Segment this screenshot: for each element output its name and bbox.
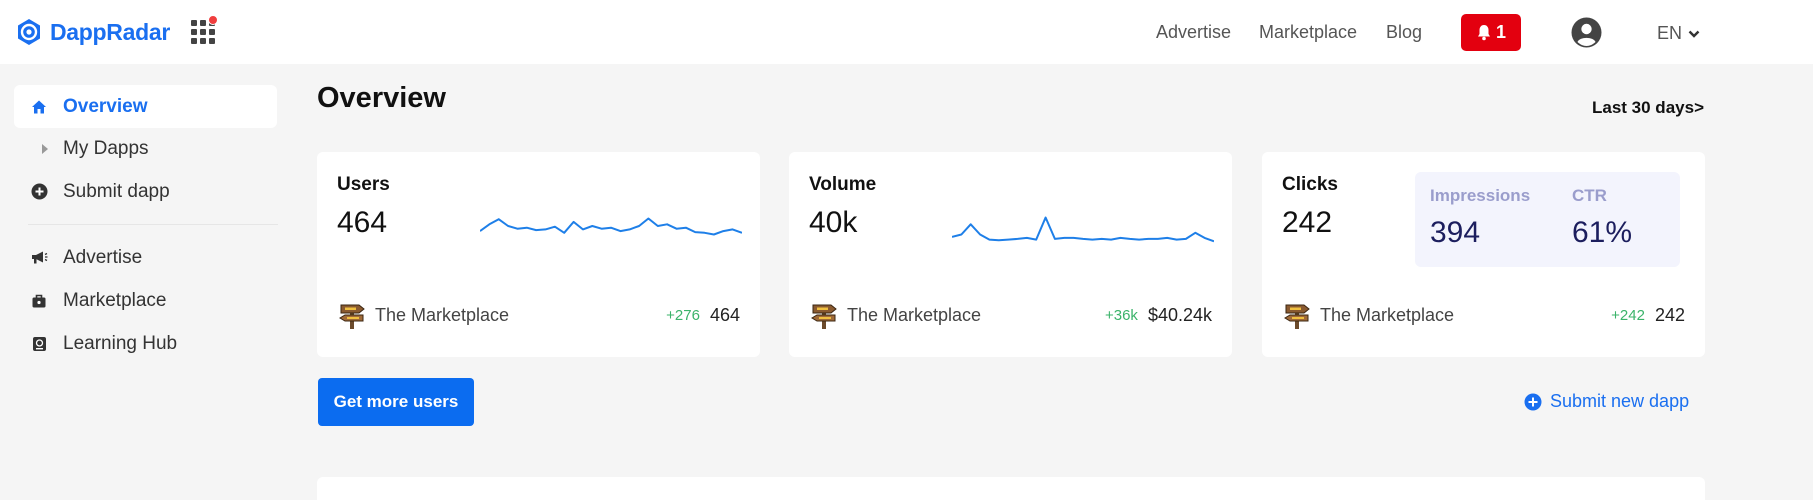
notifications-button[interactable]: 1 <box>1461 14 1521 51</box>
dapp-name: The Marketplace <box>847 304 982 325</box>
notification-count: 1 <box>1495 22 1506 42</box>
ctr-value: 61% <box>1572 216 1633 249</box>
card-footer[interactable]: The Marketplace +242 242 <box>1282 297 1685 333</box>
chevron-right-icon: > <box>1694 98 1704 117</box>
book-icon <box>30 335 48 353</box>
page-title: Overview <box>317 82 446 114</box>
sidebar-item-label: Advertise <box>63 246 143 268</box>
bell-icon <box>1477 25 1490 41</box>
nav-advertise[interactable]: Advertise <box>1156 22 1232 42</box>
chevron-down-icon <box>1688 30 1700 38</box>
sidebar-item-advertise[interactable]: Advertise <box>14 236 277 279</box>
volume-card: Volume 40k The Marketplace +36k $40.24k <box>789 152 1232 357</box>
users-card: Users 464 The Marketplace +276 464 <box>317 152 760 357</box>
impressions-label: Impressions <box>1430 186 1531 205</box>
submit-new-dapp-label: Submit new dapp <box>1550 391 1690 411</box>
plus-circle-icon <box>1524 393 1542 410</box>
users-sparkline <box>480 217 742 236</box>
apps-notification-dot <box>208 15 218 25</box>
footer-value: 242 <box>1654 304 1685 325</box>
sidebar-item-overview[interactable]: Overview <box>14 85 277 128</box>
card-value: 242 <box>1282 206 1333 239</box>
card-value: 464 <box>337 206 388 239</box>
sidebar-item-label: My Dapps <box>63 137 149 159</box>
nav-marketplace[interactable]: Marketplace <box>1259 22 1358 42</box>
card-label: Clicks <box>1282 174 1338 195</box>
caret-right-icon <box>36 140 54 158</box>
sidebar-item-label: Marketplace <box>63 289 167 311</box>
clicks-card: Clicks 242 Impressions 394 CTR 61% The M… <box>1262 152 1705 357</box>
sidebar-item-submit-dapp[interactable]: Submit dapp <box>14 170 277 213</box>
top-header: DappRadar Advertise Marketplace Blog 1 E… <box>0 0 1813 64</box>
dapp-name: The Marketplace <box>375 304 510 325</box>
card-footer[interactable]: The Marketplace +276 464 <box>337 297 740 333</box>
card-label: Volume <box>809 174 877 195</box>
sidebar-item-label: Overview <box>63 95 148 117</box>
nav-blog[interactable]: Blog <box>1386 22 1423 42</box>
home-icon <box>30 98 48 116</box>
footer-value: 464 <box>709 304 740 325</box>
language-label: EN <box>1657 23 1683 43</box>
marketplace-signpost-icon <box>339 304 365 329</box>
plus-circle-icon <box>30 183 48 201</box>
sidebar-divider <box>28 224 278 225</box>
sidebar-item-label: Submit dapp <box>63 180 170 202</box>
sidebar-item-learning-hub[interactable]: Learning Hub <box>14 322 277 365</box>
ctr-label: CTR <box>1572 186 1607 205</box>
briefcase-icon <box>30 292 48 310</box>
sidebar-item-label: Learning Hub <box>63 332 178 354</box>
card-label: Users <box>337 174 390 195</box>
marketplace-signpost-icon <box>811 304 837 329</box>
megaphone-icon <box>30 249 48 267</box>
card-footer[interactable]: The Marketplace +36k $40.24k <box>809 297 1212 333</box>
volume-sparkline <box>952 216 1214 243</box>
language-selector[interactable]: EN <box>1657 23 1700 44</box>
footer-value: $40.24k <box>1147 304 1212 325</box>
radar-logo-icon <box>18 19 40 45</box>
submit-new-dapp-link[interactable]: Submit new dapp <box>1524 391 1689 412</box>
impressions-value: 394 <box>1430 216 1481 249</box>
impressions-panel: Impressions 394 CTR 61% <box>1415 172 1680 267</box>
sidebar-item-marketplace[interactable]: Marketplace <box>14 279 277 322</box>
dapp-name: The Marketplace <box>1320 304 1455 325</box>
sidebar-item-my-dapps[interactable]: My Dapps <box>14 127 277 170</box>
card-value: 40k <box>809 206 858 239</box>
dapps-table-card <box>317 477 1705 500</box>
delta-value: +276 <box>666 306 700 324</box>
delta-value: +242 <box>1611 306 1645 324</box>
dappradar-logo[interactable]: DappRadar <box>14 17 170 47</box>
marketplace-signpost-icon <box>1284 304 1310 329</box>
date-range-label: Last 30 days <box>1592 98 1695 117</box>
logo-text: DappRadar <box>50 18 170 45</box>
user-avatar-icon[interactable] <box>1571 17 1602 48</box>
delta-value: +36k <box>1104 306 1138 324</box>
date-range-selector[interactable]: Last 30 days> <box>1592 98 1704 118</box>
get-more-users-button[interactable]: Get more users <box>318 378 474 426</box>
